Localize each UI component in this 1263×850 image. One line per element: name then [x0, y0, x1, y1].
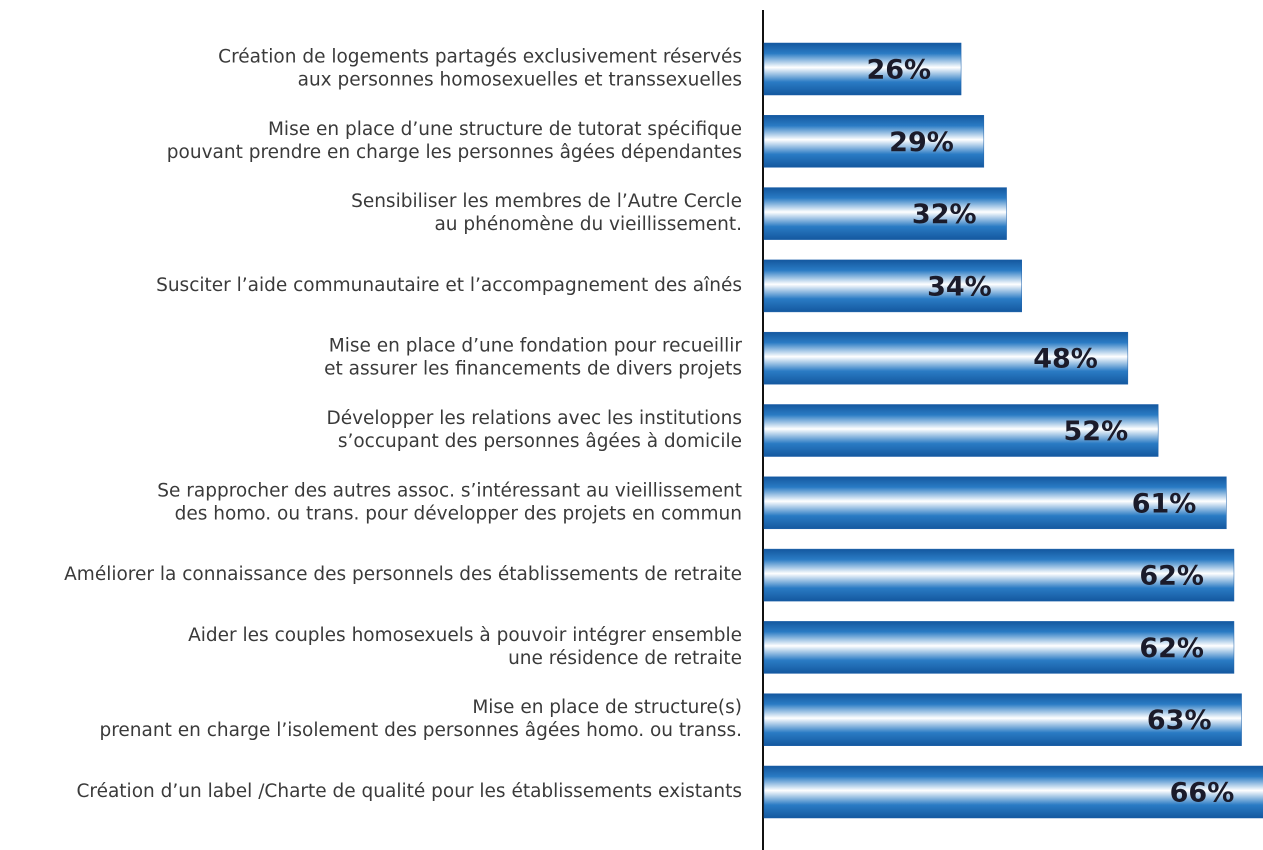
category-label: Développer les relations avec les instit… — [326, 408, 742, 429]
value-label: 26% — [866, 55, 931, 86]
bar — [763, 42, 962, 96]
category-label: des homo. ou trans. pour développer des … — [175, 503, 742, 524]
category-label: aux personnes homosexuelles et transsexu… — [298, 70, 742, 91]
value-label: 52% — [1064, 416, 1129, 447]
value-label: 29% — [889, 127, 954, 158]
bar — [763, 331, 1129, 385]
category-label: prenant en charge l’isolement des person… — [99, 720, 742, 741]
bar — [763, 115, 985, 168]
bar — [763, 621, 1235, 674]
value-label: 66% — [1170, 778, 1235, 809]
category-label: Création de logements partagés exclusive… — [218, 47, 742, 68]
bar — [763, 187, 1007, 240]
value-label: 63% — [1147, 705, 1212, 736]
category-label: Susciter l’aide communautaire et l’accom… — [156, 275, 742, 296]
bar — [763, 404, 1159, 457]
category-label: Mise en place d’une structure de tutorat… — [268, 119, 742, 140]
bar — [763, 259, 1022, 313]
category-label: une résidence de retraite — [508, 648, 742, 669]
value-label: 62% — [1139, 633, 1204, 664]
category-label: et assurer les financements de divers pr… — [324, 359, 742, 380]
category-label: Se rapprocher des autres assoc. s’intére… — [157, 480, 742, 501]
category-label: Sensibiliser les membres de l’Autre Cerc… — [351, 191, 742, 212]
bar — [763, 765, 1263, 819]
value-label: 62% — [1139, 561, 1204, 592]
value-label: 32% — [912, 199, 977, 230]
category-label: s’occupant des personnes âgées à domicil… — [338, 431, 742, 452]
category-label: Mise en place de structure(s) — [472, 697, 742, 718]
category-label: Améliorer la connaissance des personnels… — [64, 564, 742, 585]
category-label: au phénomène du vieillissement. — [434, 214, 742, 235]
value-label: 61% — [1132, 488, 1197, 519]
bar — [763, 693, 1242, 746]
bar — [763, 476, 1227, 530]
category-label: pouvant prendre en charge les personnes … — [167, 142, 742, 163]
value-label: 34% — [927, 271, 992, 302]
category-label: Aider les couples homosexuels à pouvoir … — [188, 625, 742, 646]
bar — [763, 548, 1235, 602]
value-label: 48% — [1033, 344, 1098, 375]
category-label: Mise en place d’une fondation pour recue… — [329, 336, 743, 357]
category-label: Création d’un label /Charte de qualité p… — [76, 781, 742, 802]
